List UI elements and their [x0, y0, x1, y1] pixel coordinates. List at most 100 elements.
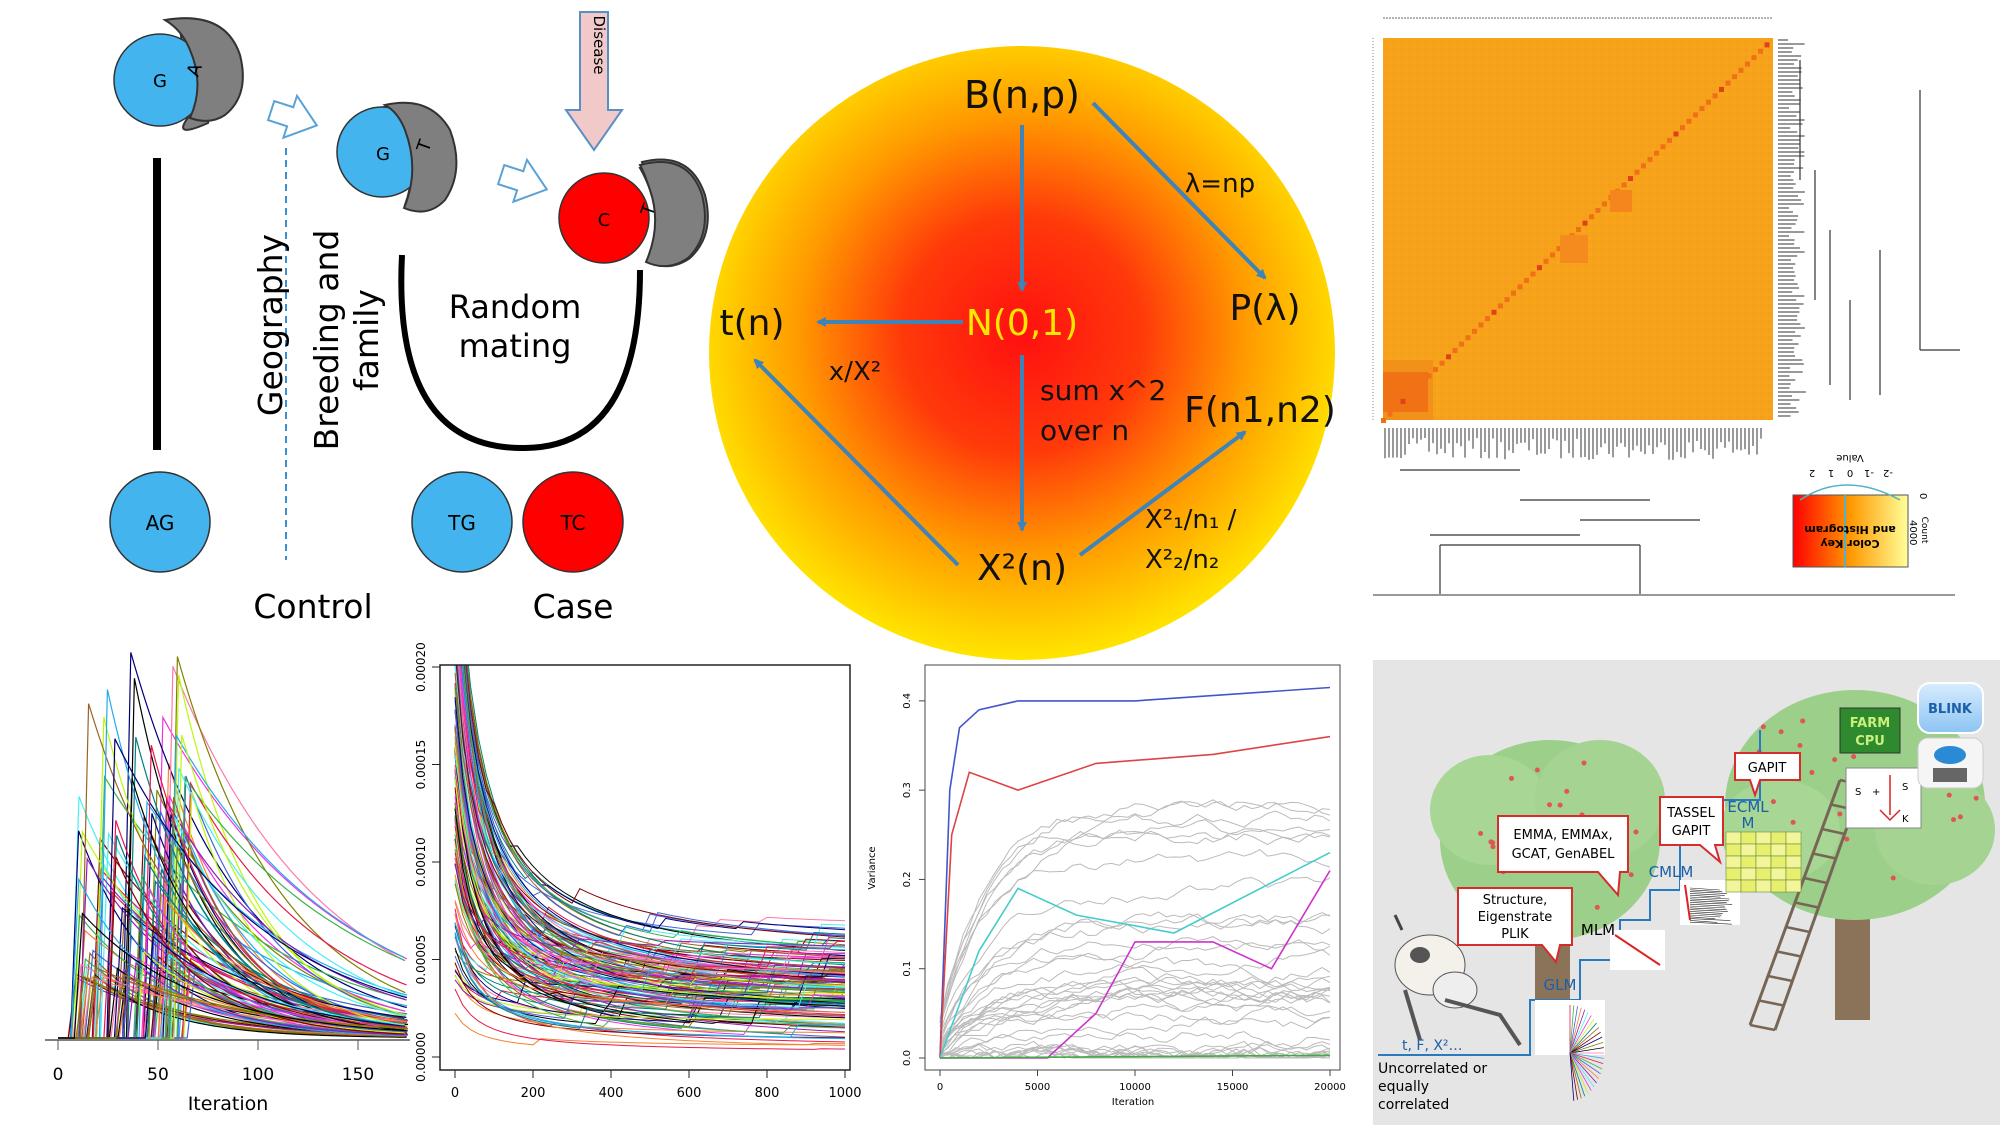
- farmcpu-badge: [1839, 707, 1901, 754]
- breeding-label-1: Breeding and: [307, 230, 346, 451]
- apple-dot: [1809, 769, 1815, 775]
- apple-dot: [1633, 829, 1639, 835]
- chart-3-background-line: [939, 983, 1331, 1055]
- allele-c-label: C: [598, 210, 611, 231]
- glm-mini-line: [1569, 1052, 1575, 1101]
- heatmap-diagonal-cell: [1478, 322, 1484, 328]
- heatmap-diagonal-cell: [1764, 42, 1770, 48]
- ecmlm-cell: [1725, 867, 1742, 881]
- glm-mini-line: [1569, 1012, 1589, 1054]
- chart-3-ticks: 0 5000 10000 15000 20000 0.0 0.1 0.2 0.3 0.4: [902, 693, 1346, 1093]
- heatmap-diagonal-cell: [1745, 61, 1750, 67]
- cmlm-mini-line: [1689, 905, 1726, 909]
- control-label: Control: [253, 587, 372, 626]
- chart-1-series-line: [58, 652, 407, 1039]
- genotype-tg-label: TG: [447, 511, 476, 535]
- apple-dot: [1628, 872, 1634, 878]
- chart-3-x-tick-label: 5000: [1025, 1082, 1050, 1093]
- uncorrelated-label-3: correlated: [1378, 1097, 1449, 1113]
- chart-2-series-line: [464, 665, 846, 948]
- heatmap-diagonal-cell: [1576, 227, 1581, 232]
- glm-mini-line: [1569, 1052, 1595, 1088]
- chart-1-series-line: [58, 780, 407, 1039]
- chart-2-series-line: [463, 665, 846, 937]
- glm-mini-line: [1569, 1052, 1589, 1094]
- apple-dot: [1973, 795, 1979, 801]
- chart-3-background-line: [939, 810, 1331, 1019]
- chart-1-series-line: [58, 798, 407, 1039]
- chart-2-series-line: [458, 665, 846, 985]
- chart-2-y-tick-label: 0.00010: [414, 837, 428, 887]
- chart-3-background-line: [939, 979, 1331, 1050]
- chart-2-series-line: [462, 665, 846, 999]
- apple-dot: [1490, 840, 1496, 846]
- apple-dot: [1770, 799, 1776, 805]
- farmcpu-label-2: CPU: [1855, 734, 1885, 749]
- chart-3-background-line: [939, 819, 1331, 1027]
- structure-label-1: Structure,: [1483, 893, 1548, 908]
- chart-2-series-line: [454, 796, 846, 974]
- ecml-label-1: ECML: [1727, 798, 1769, 816]
- svg-text:S: S: [1855, 787, 1861, 798]
- cmlm-mini-line: [1689, 914, 1721, 918]
- methods-panel: S + S K FARM CPU BLINK GAPIT TASSEL GAPI…: [1373, 660, 2000, 1125]
- chart-2-series-line: [459, 665, 846, 1011]
- chart-2-series-line: [454, 864, 846, 950]
- disease-arrow: [564, 11, 624, 152]
- apple-dot: [1951, 817, 1957, 823]
- heatmap-diagonal-cell: [1634, 169, 1640, 175]
- sum-label-2: over n: [1040, 414, 1129, 447]
- geography-label: Geography: [251, 234, 290, 416]
- ladder-rung: [1776, 950, 1802, 958]
- chart-2-series-line: [454, 988, 845, 1050]
- ladder-rung: [1794, 901, 1819, 909]
- tassel-label-1: TASSEL: [1666, 806, 1716, 821]
- ecmlm-cell: [1755, 855, 1772, 869]
- heatmap-diagonal-cell: [1465, 335, 1471, 341]
- heatmap-diagonal-cell: [1459, 341, 1464, 347]
- disease-label: Disease: [590, 16, 608, 75]
- heatmap-diagonal-cell: [1589, 214, 1594, 220]
- chart-1-series-line: [58, 778, 405, 1039]
- apple-dot: [1797, 743, 1803, 749]
- chart-2-series-group: [454, 665, 846, 1050]
- ecmlm-cell: [1770, 879, 1787, 893]
- heatmap-diagonal-cell: [1452, 347, 1458, 353]
- chart-2-x-tick-label: 0: [451, 1086, 459, 1101]
- chart-1-series-line: [58, 976, 405, 1039]
- heatmap-diagonal-cell: [1426, 373, 1432, 379]
- key-count-tick-0: 0: [1917, 493, 1928, 499]
- cmlm-mini-line: [1689, 912, 1722, 916]
- heatmap-diagonal-cell: [1413, 386, 1419, 392]
- ecmlm-cell: [1770, 855, 1787, 869]
- structure-box: [1457, 887, 1573, 965]
- apple-dot: [1946, 792, 1952, 798]
- distribution-circle: [709, 46, 1335, 660]
- allele-g-label: G: [153, 71, 167, 92]
- chart-2-series-line: [464, 665, 846, 937]
- chart-1-series-line: [58, 961, 409, 1039]
- cmlm-mini-line: [1689, 898, 1729, 902]
- glm-mini-line: [1569, 1052, 1582, 1099]
- cmlm-mini-line: [1689, 907, 1727, 911]
- ecmlm-cell: [1770, 867, 1787, 881]
- chart-1-xlabel: Iteration: [188, 1093, 269, 1115]
- row-dendrogram: [1778, 39, 1960, 417]
- distributions-panel: B(n,p) N(0,1) t(n) P(λ) F(n1,n2) X²(n) λ…: [709, 46, 1336, 660]
- chart-3-frame: [924, 664, 1341, 1071]
- chart-2-series-line: [454, 749, 846, 1005]
- chart-2-series-line: [454, 932, 846, 1038]
- cmlm-mini-line: [1689, 896, 1730, 900]
- chart-2-series-line: [454, 933, 846, 1029]
- heatmap-diagonal-cell: [1693, 112, 1698, 118]
- heatmap-diagonal-cell: [1699, 106, 1705, 112]
- apple-dot: [1581, 760, 1587, 766]
- apple-dot: [1844, 836, 1850, 842]
- heatmap-diagonal-cell: [1641, 163, 1646, 169]
- chart-2-series-line: [454, 974, 846, 1034]
- apple-dot: [1508, 775, 1514, 781]
- heatmap-diagonal-cell: [1543, 258, 1549, 264]
- glm-mini-line: [1569, 1052, 1600, 1079]
- ecmlm-cell: [1725, 831, 1742, 845]
- stats-label: t, F, X²…: [1402, 1038, 1463, 1054]
